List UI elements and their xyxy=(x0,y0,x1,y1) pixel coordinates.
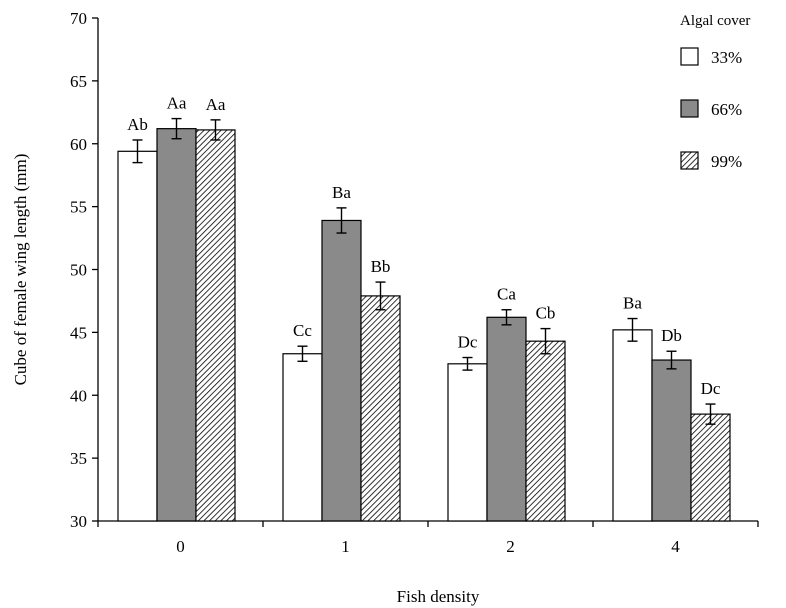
bar xyxy=(282,353,323,522)
significance-label: Bb xyxy=(371,257,391,276)
x-axis-title: Fish density xyxy=(397,587,480,606)
bar xyxy=(321,219,362,522)
bar xyxy=(117,150,158,522)
legend: Algal cover 33% 66% 99% xyxy=(680,13,750,171)
bar xyxy=(612,329,653,522)
bar xyxy=(447,363,488,522)
bar xyxy=(651,359,692,522)
significance-label: Aa xyxy=(167,94,187,113)
legend-label: 33% xyxy=(711,48,742,67)
legend-swatch xyxy=(680,151,699,170)
legend-title: Algal cover xyxy=(680,13,750,29)
axes: 30 35 40 45 50 55 60 65 70 0 1 2 4 Fish density Cube o… xyxy=(11,9,759,606)
y-tick-label: 50 xyxy=(70,261,87,280)
significance-label: Cc xyxy=(293,321,312,340)
bars: Ab Aa Aa Cc Ba Bb Dc Ca Cb Ba Db Dc xyxy=(117,94,731,522)
significance-label: Ba xyxy=(623,294,642,313)
bar xyxy=(195,129,236,522)
y-tick-label: 35 xyxy=(70,449,87,468)
y-tick-label: 70 xyxy=(70,9,87,28)
bar xyxy=(690,413,731,522)
y-tick-label: 45 xyxy=(70,323,87,342)
significance-label: Dc xyxy=(458,333,478,352)
legend-swatch xyxy=(680,99,699,118)
legend-swatch xyxy=(680,47,699,66)
legend-label: 99% xyxy=(711,152,742,171)
y-tick-label: 40 xyxy=(70,386,87,405)
x-tick-label: 4 xyxy=(671,537,680,556)
y-tick-label: 30 xyxy=(70,512,87,531)
y-tick-label: 55 xyxy=(70,198,87,217)
significance-label: Dc xyxy=(701,379,721,398)
significance-label: Cb xyxy=(536,304,556,323)
x-tick-label: 0 xyxy=(176,537,185,556)
y-axis-title: Cube of female wing length (mm) xyxy=(11,154,30,386)
y-tick-label: 65 xyxy=(70,72,87,91)
x-tick-label: 2 xyxy=(506,537,515,556)
y-tick-label: 60 xyxy=(70,135,87,154)
significance-label: Ba xyxy=(332,183,351,202)
bar xyxy=(360,295,401,522)
legend-label: 66% xyxy=(711,100,742,119)
significance-label: Ab xyxy=(127,115,148,134)
bar xyxy=(156,128,197,522)
bar xyxy=(486,316,527,522)
significance-label: Db xyxy=(661,326,682,345)
significance-label: Ca xyxy=(497,285,516,304)
significance-label: Aa xyxy=(206,95,226,114)
bar xyxy=(525,340,566,522)
x-tick-label: 1 xyxy=(341,537,350,556)
